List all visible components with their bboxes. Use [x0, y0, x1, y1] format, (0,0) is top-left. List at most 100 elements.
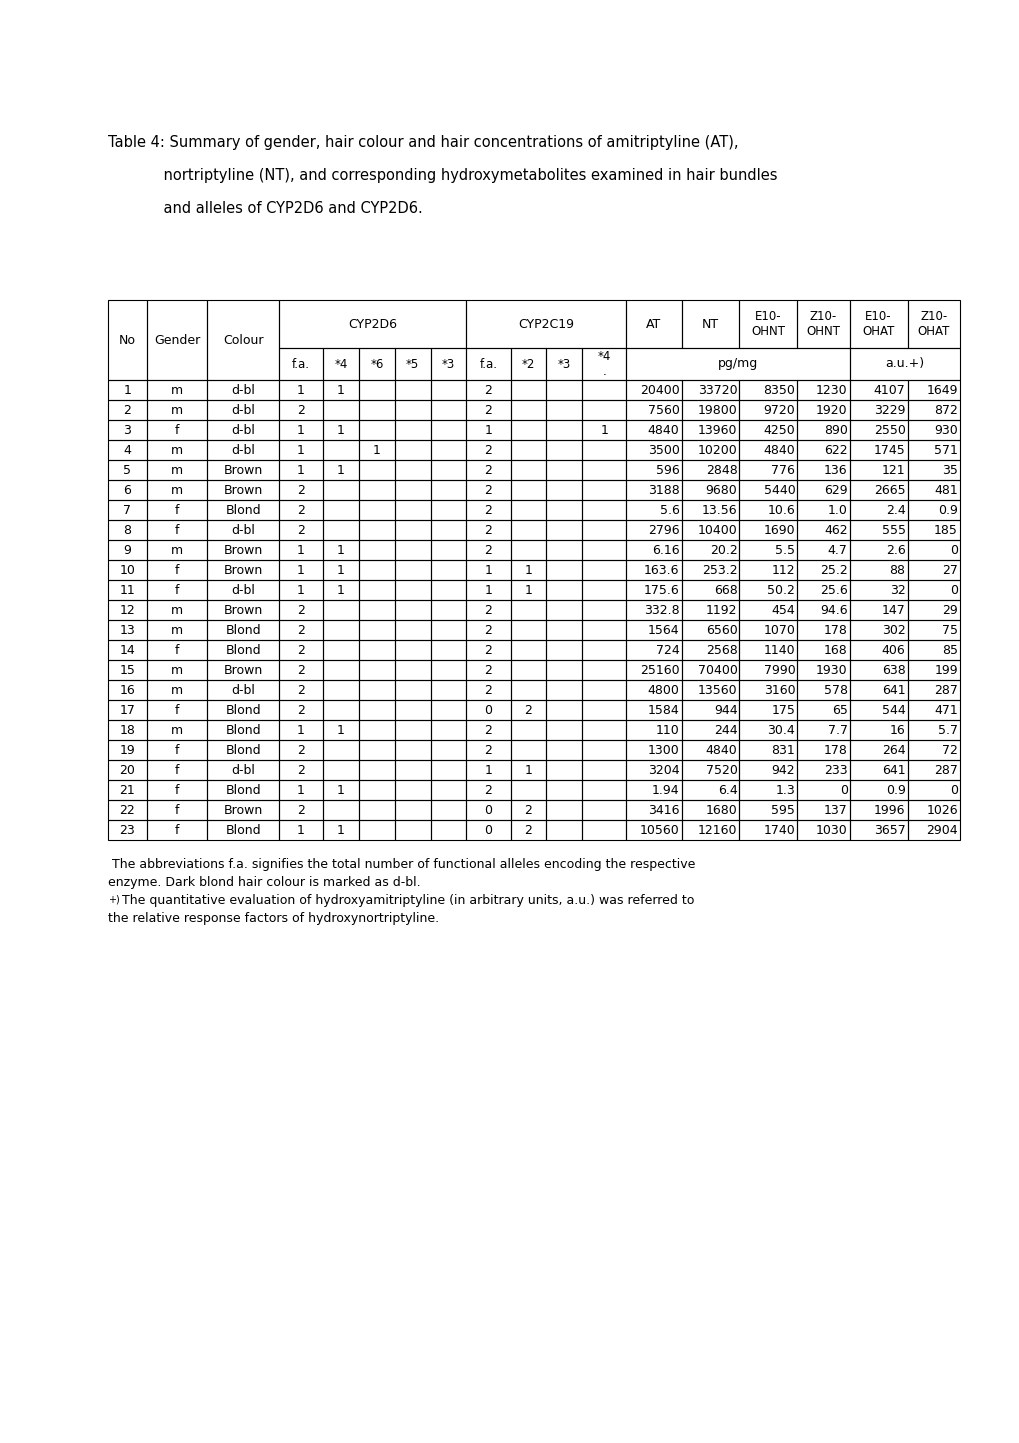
Bar [147, 501, 207, 519]
Bar [849, 380, 907, 400]
Bar [546, 481, 582, 501]
Text: 1: 1 [123, 384, 131, 397]
Bar [394, 600, 430, 620]
Bar [108, 760, 147, 781]
Bar [582, 720, 626, 740]
Text: 571: 571 [933, 443, 957, 456]
Bar [907, 680, 959, 700]
Bar [430, 781, 466, 799]
Text: Colour: Colour [222, 333, 263, 346]
Text: 2: 2 [484, 384, 492, 397]
Bar [546, 380, 582, 400]
Bar [626, 420, 681, 440]
Bar [797, 560, 849, 580]
Text: 8350: 8350 [762, 384, 795, 397]
Text: 16: 16 [119, 684, 136, 697]
Text: f: f [174, 564, 179, 577]
Bar [511, 560, 546, 580]
Bar [323, 348, 359, 380]
Text: 595: 595 [770, 804, 795, 817]
Text: 944: 944 [713, 704, 737, 717]
Bar [278, 580, 323, 600]
Bar [797, 700, 849, 720]
Bar [511, 440, 546, 460]
Text: +): +) [108, 895, 119, 903]
Bar [466, 460, 511, 481]
Bar [359, 460, 394, 481]
Text: d-bl: d-bl [231, 423, 255, 436]
Bar [278, 481, 323, 501]
Bar [681, 680, 739, 700]
Text: m: m [171, 603, 182, 616]
Text: m: m [171, 384, 182, 397]
Text: 19800: 19800 [697, 404, 737, 417]
Bar [511, 799, 546, 820]
Bar [430, 420, 466, 440]
Bar [546, 720, 582, 740]
Bar [739, 659, 797, 680]
Text: 1: 1 [297, 784, 305, 797]
Text: 1: 1 [297, 423, 305, 436]
Bar [739, 560, 797, 580]
Bar [681, 620, 739, 641]
Bar [394, 501, 430, 519]
Bar [430, 740, 466, 760]
Text: 1920: 1920 [815, 404, 847, 417]
Bar [394, 820, 430, 840]
Text: 9: 9 [123, 544, 131, 557]
Text: 2: 2 [484, 603, 492, 616]
Text: 1: 1 [484, 763, 492, 776]
Bar [546, 560, 582, 580]
Text: m: m [171, 664, 182, 677]
Bar [147, 400, 207, 420]
Text: 12160: 12160 [697, 824, 737, 837]
Bar [147, 380, 207, 400]
Bar [147, 519, 207, 540]
Text: 2: 2 [484, 443, 492, 456]
Bar [278, 300, 466, 348]
Text: m: m [171, 623, 182, 636]
Text: 121: 121 [881, 463, 905, 476]
Bar [147, 420, 207, 440]
Bar [108, 580, 147, 600]
Bar [394, 440, 430, 460]
Text: 110: 110 [655, 723, 679, 736]
Text: *5: *5 [406, 358, 419, 371]
Text: 70400: 70400 [697, 664, 737, 677]
Bar [546, 348, 582, 380]
Text: and alleles of CYP2D6 and CYP2D6.: and alleles of CYP2D6 and CYP2D6. [108, 201, 422, 216]
Text: m: m [171, 463, 182, 476]
Bar [582, 799, 626, 820]
Text: 462: 462 [823, 524, 847, 537]
Bar [739, 460, 797, 481]
Text: f: f [174, 644, 179, 657]
Bar [511, 481, 546, 501]
Text: 4107: 4107 [873, 384, 905, 397]
Text: 831: 831 [770, 743, 795, 756]
Bar [108, 519, 147, 540]
Bar [147, 799, 207, 820]
Bar [907, 519, 959, 540]
Text: d-bl: d-bl [231, 443, 255, 456]
Bar [849, 400, 907, 420]
Bar [739, 300, 797, 348]
Bar [739, 501, 797, 519]
Bar [207, 760, 278, 781]
Bar [797, 620, 849, 641]
Text: 5440: 5440 [763, 483, 795, 496]
Bar [466, 348, 511, 380]
Bar [394, 420, 430, 440]
Text: 2: 2 [297, 504, 305, 517]
Text: 287: 287 [933, 763, 957, 776]
Bar [278, 799, 323, 820]
Bar [511, 600, 546, 620]
Text: No: No [118, 333, 136, 346]
Text: AT: AT [646, 317, 661, 330]
Bar [511, 680, 546, 700]
Bar [849, 659, 907, 680]
Bar [511, 540, 546, 560]
Text: 638: 638 [881, 664, 905, 677]
Bar [739, 760, 797, 781]
Bar [147, 680, 207, 700]
Bar [278, 740, 323, 760]
